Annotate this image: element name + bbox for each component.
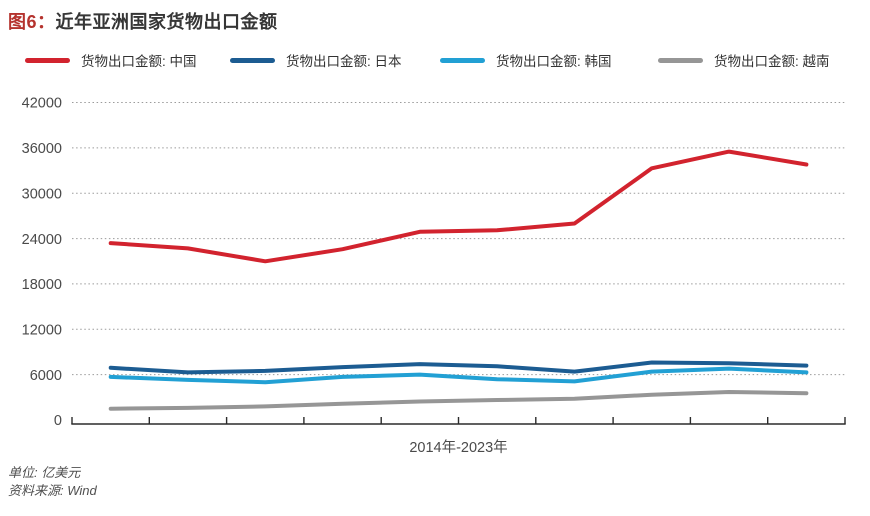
series-line-korea [108,366,809,385]
y-tick-label: 36000 [22,141,62,157]
x-axis-label: 2014年-2023年 [409,440,508,456]
y-tick-label: 0 [54,413,62,429]
y-tick-label: 42000 [22,96,62,112]
source-note: 资料来源: Wind [8,483,97,498]
legend-swatch-vietnam [658,57,703,63]
legend-item-china: 货物出口金额: 中国 [25,50,197,70]
legend-swatch-japan [230,57,275,63]
y-tick-label: 30000 [22,186,62,202]
series-line-japan [108,360,809,375]
chart-legend: 货物出口金额: 中国 货物出口金额: 日本 货物出口金额: 韩国 货物出口金额: 越南 [0,50,870,70]
figure-title: 图6：近年亚洲国家货物出口金额 [8,8,278,34]
legend-item-vietnam: 货物出口金额: 越南 [658,50,830,70]
legend-item-japan: 货物出口金额: 日本 [230,50,402,70]
legend-swatch-china [25,57,70,63]
series-line-vietnam [108,390,809,411]
y-tick-label: 6000 [30,368,62,384]
legend-label: 货物出口金额: 越南 [714,54,830,69]
legend-swatch-korea [440,57,485,63]
y-tick-label: 18000 [22,277,62,293]
legend-label: 货物出口金额: 中国 [81,54,197,69]
y-tick-label: 12000 [22,322,62,338]
y-tick-label: 24000 [22,232,62,248]
unit-note: 单位: 亿美元 [8,465,81,480]
figure-number: 图6： [8,12,56,32]
line-chart-canvas: 0 6000 12000 18000 24000 30000 36000 42000 [22,96,846,429]
chart-footnotes: 单位: 亿美元 资料来源: Wind [8,464,97,500]
series-line-china [108,149,809,264]
legend-label: 货物出口金额: 韩国 [496,54,612,69]
legend-item-korea: 货物出口金额: 韩国 [440,50,612,70]
legend-label: 货物出口金额: 日本 [286,54,402,69]
figure-title-text: 近年亚洲国家货物出口金额 [55,12,278,32]
